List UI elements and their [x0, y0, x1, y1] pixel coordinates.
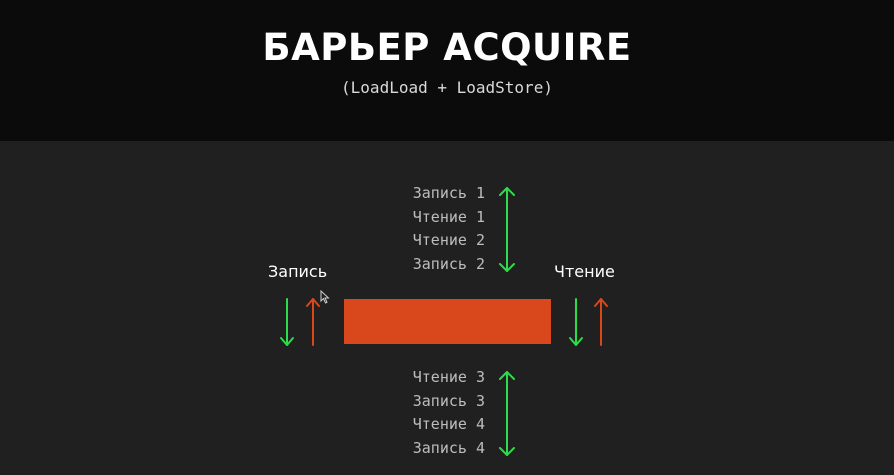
operation-item: Чтение 2 — [412, 231, 485, 250]
operation-item: Запись 2 — [412, 254, 485, 273]
operation-item: Запись 3 — [412, 391, 485, 410]
acquire-barrier-block — [344, 299, 551, 344]
operation-item: Чтение 1 — [412, 207, 485, 226]
operation-item: Запись 4 — [412, 438, 485, 457]
slide-title: БАРЬЕР ACQUIRE — [262, 26, 632, 69]
slide-subtitle: (LoadLoad + LoadStore) — [341, 78, 553, 97]
operations-below-list: Чтение 3 Запись 3 Чтение 4 Запись 4 — [380, 366, 485, 460]
operation-item: Запись 1 — [412, 184, 485, 202]
operations-above-list: Запись 1 Чтение 1 Чтение 2 Запись 2 — [380, 182, 485, 276]
right-label-read: Чтение — [554, 262, 615, 281]
operation-item: Чтение 3 — [412, 368, 485, 386]
header-band: БАРЬЕР ACQUIRE (LoadLoad + LoadStore) — [0, 0, 894, 141]
mouse-cursor-icon — [320, 290, 330, 304]
operation-item: Чтение 4 — [412, 415, 485, 434]
left-label-write: Запись — [268, 262, 328, 281]
